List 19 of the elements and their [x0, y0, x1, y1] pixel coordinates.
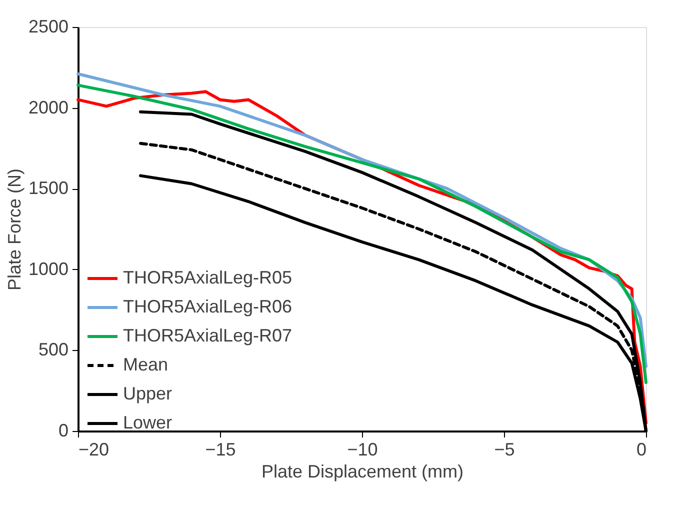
legend-label: Lower [123, 412, 172, 432]
y-tick-label: 1500 [28, 178, 68, 198]
y-tick-label: 2000 [28, 97, 68, 118]
x-tick-label: −15 [205, 440, 236, 460]
y-axis-title: Plate Force (N) [4, 168, 24, 291]
x-axis-title: Plate Displacement (mm) [261, 462, 464, 482]
legend-label: Mean [123, 354, 168, 374]
legend-label: THOR5AxialLeg-R05 [123, 268, 292, 288]
legend-label: THOR5AxialLeg-R07 [123, 326, 292, 346]
x-tick-label: −20 [78, 440, 110, 460]
y-tick-label: 2500 [28, 16, 68, 36]
y-tick-label: 500 [38, 340, 68, 360]
legend-label: Upper [123, 384, 172, 404]
y-tick-label: 0 [58, 420, 68, 440]
x-tick-label: −5 [494, 440, 515, 460]
x-tick-label: −10 [347, 440, 378, 460]
legend-label: THOR5AxialLeg-R06 [123, 296, 292, 316]
y-tick-label: 1000 [28, 258, 68, 279]
x-tick-label: 0 [636, 440, 646, 460]
